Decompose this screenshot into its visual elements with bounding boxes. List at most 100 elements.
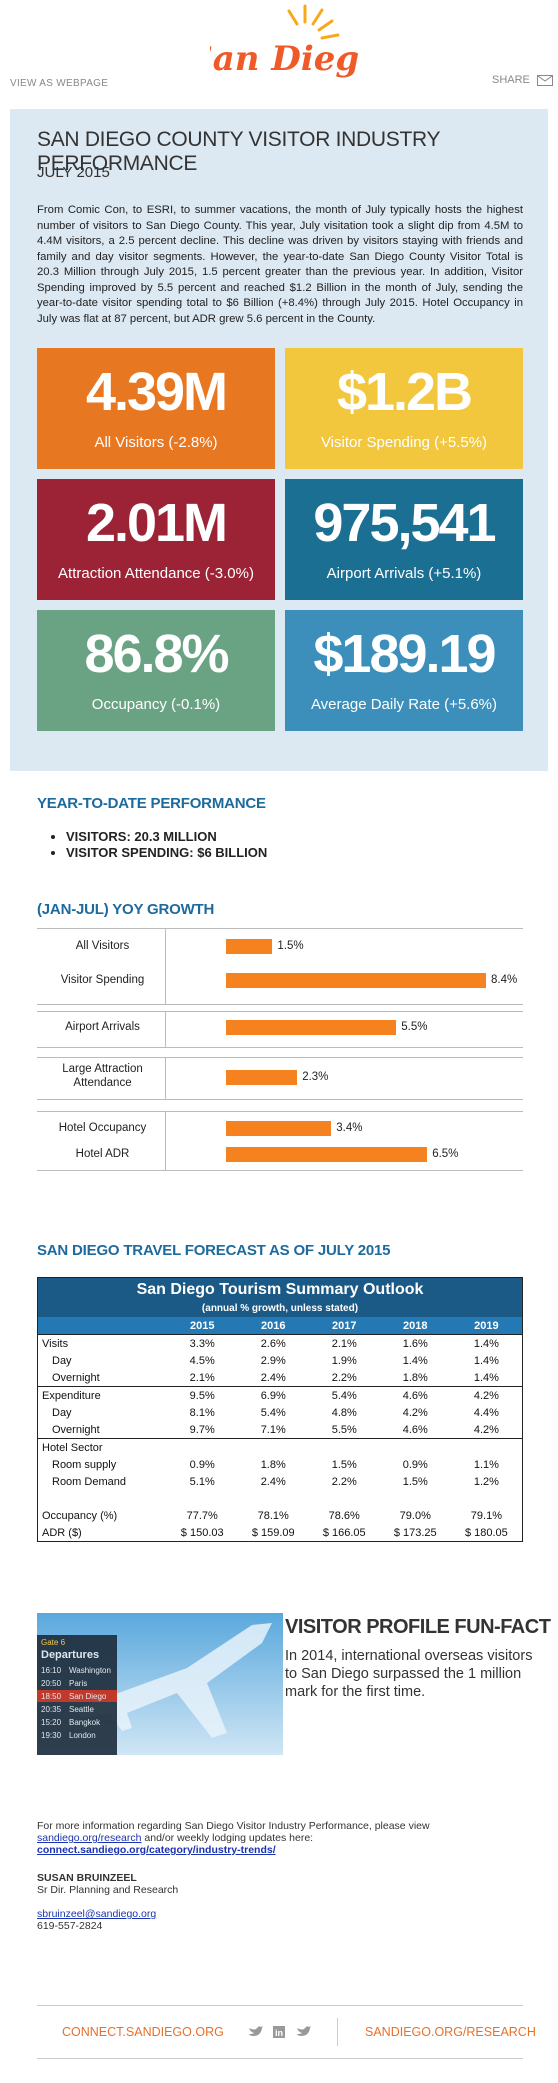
row-label: Day [52,1354,72,1367]
share[interactable]: SHARE [492,74,553,86]
separator [37,1111,523,1112]
stat-label: All Visitors (-2.8%) [94,434,218,451]
cell: 9.5% [189,1389,215,1402]
cell: 1.1% [473,1458,499,1471]
table-subtitle: (annual % growth, unless stated) [37,1300,523,1317]
bottom-bar: CONNECT.SANDIEGO.ORG in SANDIEGO.ORG/RES… [37,2005,536,2059]
cell: 8.1% [189,1406,215,1419]
stat-tile: $1.2B Visitor Spending (+5.5%) [285,348,523,469]
row-label: Room supply [52,1458,117,1471]
cell: 6.9% [260,1389,286,1402]
cell [38,1490,523,1507]
value-label: 5.5% [401,1021,428,1033]
year: 2018 [379,1317,451,1335]
cell: 2.4% [260,1371,286,1384]
spacer-row [38,1490,523,1507]
stat-label: Visitor Spending (+5.5%) [320,434,488,451]
link[interactable]: sandiego.org/research [37,1832,142,1844]
signature: SUSAN BRUINZEEL Sr Dir. Planning and Rese… [37,1872,178,1932]
chart: All Visitors 1.5% Visitor Spending 8.4% Airp… [0,925,558,1175]
cell: $ 173.25 [393,1526,437,1539]
mail-icon[interactable] [536,74,553,86]
cell: 4.4% [473,1406,499,1419]
cell: 79.0% [399,1509,431,1522]
separator [37,1047,523,1048]
row: San Diego Tourism Summary Outlook [37,1277,523,1300]
row-label: Overnight [52,1423,100,1436]
email[interactable]: sbruinzeel@sandiego.org [37,1908,157,1920]
logo-text: San Diego [210,39,360,79]
row-label: ADR ($) [42,1526,82,1539]
cell: 1.4% [402,1354,428,1367]
cell: 2.2% [331,1475,357,1488]
cell: 1.4% [473,1337,499,1350]
value-label: 6.5% [432,1148,459,1160]
cell: 4.8% [331,1406,357,1419]
sig-name: SUSAN BRUINZEEL [37,1872,137,1884]
stat-value: 4.39M [85,362,228,422]
bar [226,1121,332,1136]
separator [37,1004,523,1005]
table-section: Expenditure 9.5% 6.9% 5.4% 4.6% 4.2% Day 8.1% 5.… [37,1386,523,1439]
cell: $ 166.05 [322,1526,366,1539]
category-label: Hotel Occupancy [58,1122,147,1134]
board-text: Departures [41,1649,99,1661]
cell: 1.9% [331,1354,357,1367]
more-text: and/or weekly lodging updates here: [144,1832,314,1844]
cell: 2.6% [260,1337,286,1350]
table-title: San Diego Tourism Summary Outlook [37,1277,523,1300]
year: 2016 [237,1317,309,1335]
cell: 2.2% [331,1371,357,1384]
row-label: Room Demand [52,1475,126,1488]
cell: 78.6% [328,1509,360,1522]
logo[interactable]: San Diego [210,0,360,95]
stat-value: 2.01M [85,493,228,553]
cell [309,1439,380,1457]
row: Room Demand 5.1% 2.4% 2.2% 1.5% 1.2% [38,1473,523,1490]
board-text: 20:35 [41,1705,62,1714]
row: Day 8.1% 5.4% 4.8% 4.2% 4.4% [38,1404,523,1421]
row: Overnight 2.1% 2.4% 2.2% 1.8% 1.4% [38,1369,523,1387]
svg-text:in: in [275,2028,283,2038]
cell [451,1439,523,1457]
link[interactable]: connect.sandiego.org/category/industry-t… [37,1844,276,1856]
separator [37,1057,523,1058]
cell: 1.8% [402,1371,428,1384]
sig-role: Sr Dir. Planning and Research [37,1884,179,1896]
bar [226,1147,428,1162]
board-text: 16:10 [41,1666,62,1675]
row-label: Hotel Sector [42,1441,103,1454]
category-label: Hotel ADR [75,1148,130,1160]
stat-tile: 975,541 Airport Arrivals (+5.1%) [285,479,523,600]
value-label: 2.3% [302,1071,329,1083]
bar [226,1070,298,1085]
year: 2017 [308,1317,380,1335]
stat-label: Occupancy (-0.1%) [91,696,221,713]
cell: 1.4% [473,1354,499,1367]
category-label: Large Attraction Attendance [62,1063,143,1089]
bottom-link[interactable]: CONNECT.SANDIEGO.ORG [62,2025,224,2039]
stat-tile: 86.8% Occupancy (-0.1%) [37,610,275,731]
highlight [37,1690,117,1702]
cell: 5.4% [260,1406,286,1419]
bottom-link[interactable]: SANDIEGO.ORG/RESEARCH [365,2025,536,2039]
category-label: Visitor Spending [60,974,145,986]
board-text: London [69,1731,96,1740]
cell: 4.2% [473,1423,499,1436]
view-as-webpage[interactable]: VIEW AS WEBPAGE [10,78,109,89]
row: 2015 2016 2017 2018 2019 [37,1317,523,1335]
social-icons[interactable]: in [249,2025,313,2039]
separator [37,1170,523,1171]
board-text: Seattle [69,1705,94,1714]
share-label[interactable]: SHARE [492,74,530,86]
row-label: Day [52,1406,72,1419]
ytd-list: VISITORS: 20.3 MILLIONVISITOR SPENDING: … [52,829,267,861]
cell: 2.9% [260,1354,286,1367]
row: Overnight 9.7% 7.1% 5.5% 4.6% 4.2% [38,1421,523,1439]
board-text: 15:20 [41,1718,62,1727]
more-info: For more information regarding San Diego… [37,1820,527,1856]
sun-rays [287,4,340,40]
more-text: For more information regarding San Diego… [37,1820,430,1832]
cell: 2.4% [260,1475,286,1488]
